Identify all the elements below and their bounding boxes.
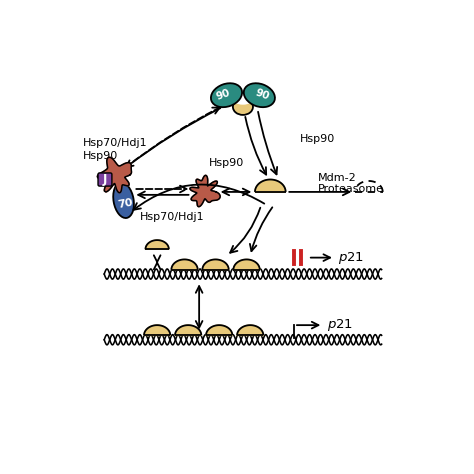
Polygon shape (175, 325, 201, 336)
Text: $p21$: $p21$ (327, 317, 353, 333)
Text: 90: 90 (215, 87, 232, 101)
Polygon shape (237, 325, 264, 336)
Text: Hsp70/Hdj1: Hsp70/Hdj1 (139, 212, 204, 222)
Ellipse shape (232, 91, 254, 105)
Ellipse shape (233, 99, 253, 115)
Text: Hsp90: Hsp90 (83, 151, 118, 161)
Ellipse shape (211, 83, 242, 107)
Polygon shape (206, 325, 232, 336)
Polygon shape (202, 259, 228, 270)
Polygon shape (146, 240, 169, 249)
Text: J: J (103, 173, 107, 186)
Ellipse shape (113, 182, 134, 218)
Polygon shape (144, 325, 170, 336)
Polygon shape (190, 175, 220, 207)
Text: $p21$: $p21$ (338, 250, 364, 265)
Text: Proteasome: Proteasome (318, 184, 384, 194)
Polygon shape (97, 157, 131, 193)
Text: Mdm-2: Mdm-2 (318, 173, 356, 183)
Text: 70: 70 (117, 198, 134, 210)
Text: Hsp90: Hsp90 (209, 158, 244, 168)
Polygon shape (255, 180, 286, 192)
Polygon shape (233, 259, 260, 270)
Text: Hsp90: Hsp90 (300, 134, 335, 144)
Ellipse shape (244, 83, 275, 107)
Text: Hsp70/Hdj1: Hsp70/Hdj1 (83, 137, 148, 147)
Text: 90: 90 (254, 87, 270, 101)
FancyBboxPatch shape (98, 173, 112, 186)
Polygon shape (172, 259, 198, 270)
